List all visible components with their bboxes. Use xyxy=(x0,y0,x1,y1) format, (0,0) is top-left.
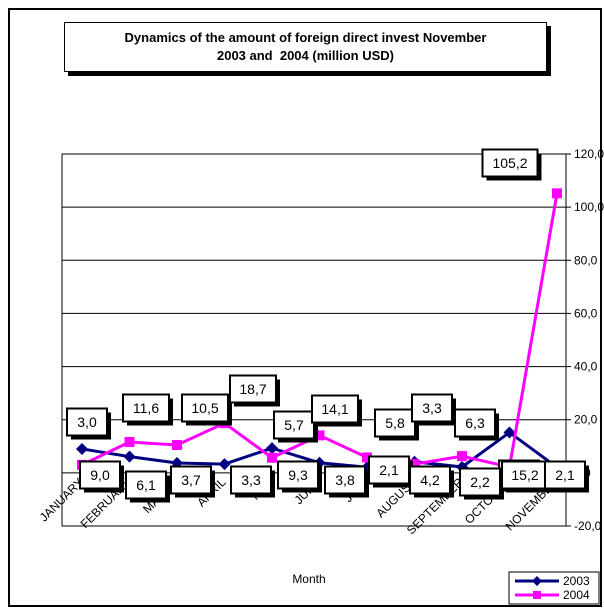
legend-marker-2004 xyxy=(533,591,541,599)
legend-label-2003: 2003 xyxy=(563,574,590,588)
data-label-2003: 6,1 xyxy=(125,470,170,503)
chart-title-line-2: 2003 and 2004 (million USD) xyxy=(216,48,394,63)
x-axis-title: Month xyxy=(292,572,325,586)
plot-area xyxy=(61,153,567,527)
point-2004 xyxy=(314,430,325,441)
data-label-text: 3,3 xyxy=(422,400,442,416)
point-2004 xyxy=(362,452,372,463)
data-label-text: 9,0 xyxy=(90,467,110,483)
data-label-2003: 9,3 xyxy=(277,460,322,493)
data-label-2004: 5,7 xyxy=(273,410,318,443)
data-label-2004: 14,1 xyxy=(311,394,362,427)
data-label-2004: 105,2 xyxy=(481,148,542,181)
point-2003 xyxy=(503,426,516,439)
y-tick-label: -20,0 xyxy=(574,519,602,533)
point-2003 xyxy=(123,450,136,463)
legend-marker-2003 xyxy=(532,576,542,586)
data-label-text: 3,8 xyxy=(335,472,355,488)
x-tick-label: JANUARY xyxy=(37,475,86,524)
data-label-2004: 3,0 xyxy=(66,407,111,440)
data-label-2004: 11,6 xyxy=(122,393,173,426)
chart-frame xyxy=(8,8,602,607)
data-label-2003: 2,1 xyxy=(368,455,413,488)
point-2003 xyxy=(266,442,278,455)
data-label-2003: 3,3 xyxy=(230,465,275,498)
data-label-text: 3,3 xyxy=(241,472,261,488)
data-label-2003: 3,7 xyxy=(170,465,215,498)
data-label-text: 15,2 xyxy=(511,467,538,483)
data-labels: 3,0 11,6 10,5 18,7 5,7 14,1 5,8 3,3 6,3 2,2 105,2 9… xyxy=(66,148,589,503)
data-label-text: 5,7 xyxy=(284,417,304,433)
data-label-text: 4,2 xyxy=(420,472,440,488)
point-2003 xyxy=(76,442,88,455)
data-label-text: 10,5 xyxy=(191,400,218,416)
data-label-2003: 2,1 xyxy=(544,460,589,493)
point-2004 xyxy=(457,451,467,462)
chart-title-line-1: Dynamics of the amount of foreign direct… xyxy=(124,30,487,45)
y-tick-label: 120,0 xyxy=(574,147,604,161)
legend-box xyxy=(508,571,600,605)
data-label-text: 6,3 xyxy=(465,415,485,431)
data-label-text: 11,6 xyxy=(133,400,159,416)
data-label-text: 3,7 xyxy=(181,472,201,488)
legend-label-2004: 2004 xyxy=(563,588,590,602)
point-2004 xyxy=(409,459,420,470)
data-label-text: 18,7 xyxy=(239,381,266,397)
point-2004 xyxy=(124,437,135,448)
data-label-2004: 10,5 xyxy=(181,393,232,426)
data-label-2003: 9,0 xyxy=(79,460,124,493)
data-label-2003: 4,2 xyxy=(409,465,454,498)
data-label-2004: 5,8 xyxy=(374,408,419,441)
point-2004 xyxy=(552,188,562,199)
data-label-2003: 3,8 xyxy=(324,465,369,498)
y-tick-label: 80,0 xyxy=(574,253,598,267)
data-label-2003: 2,2 xyxy=(459,467,504,500)
data-label-text: 2,2 xyxy=(470,474,490,490)
data-label-text: 2,1 xyxy=(555,467,575,483)
chart-title: Dynamics of the amount of foreign direct… xyxy=(64,22,547,72)
y-tick-label: 20,0 xyxy=(574,413,598,427)
point-2004 xyxy=(267,452,277,463)
data-label-2004: 3,3 xyxy=(411,393,456,426)
data-label-text: 2,1 xyxy=(379,462,399,478)
data-label-text: 105,2 xyxy=(492,155,527,171)
point-2003 xyxy=(218,458,231,471)
data-label-text: 14,1 xyxy=(321,401,348,417)
data-label-text: 6,1 xyxy=(136,477,156,493)
y-tick-label: 40,0 xyxy=(574,360,598,374)
data-label-text: 9,3 xyxy=(288,467,308,483)
y-tick-label: 60,0 xyxy=(574,306,598,320)
data-label-2004: 18,7 xyxy=(229,374,280,407)
point-2004 xyxy=(172,439,182,450)
data-label-text: 5,8 xyxy=(385,415,405,431)
data-label-text: 3,0 xyxy=(77,414,97,430)
y-tick-label: 100,0 xyxy=(574,200,604,214)
data-label-2004: 6,3 xyxy=(454,408,499,441)
